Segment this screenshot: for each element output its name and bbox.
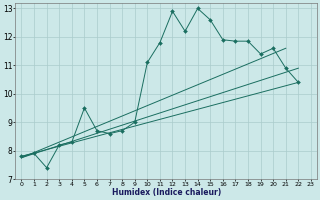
X-axis label: Humidex (Indice chaleur): Humidex (Indice chaleur) [112,188,221,197]
